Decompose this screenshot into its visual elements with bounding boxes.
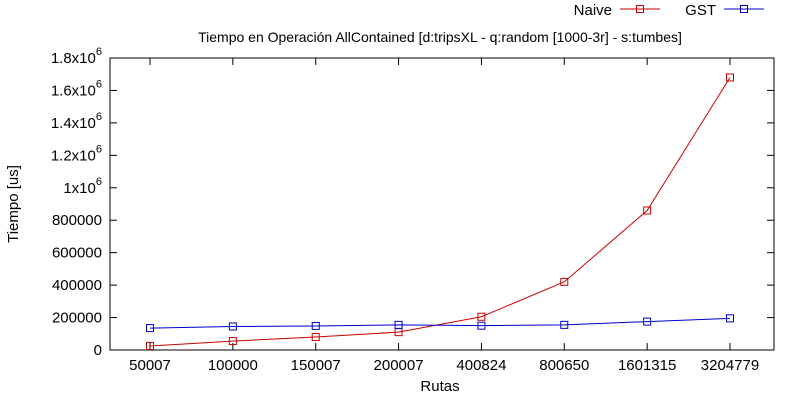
x-tick-label: 800650: [539, 357, 589, 374]
legend-marker: [636, 5, 644, 13]
data-point: [146, 341, 154, 350]
data-point: [726, 73, 734, 82]
legend-label: Naive: [574, 2, 612, 19]
series-gst: [146, 314, 734, 333]
data-point: [726, 314, 734, 323]
y-tick-label-exponent: 6: [96, 111, 102, 123]
data-point: [146, 324, 154, 333]
y-tick-label-base: 1.8x10: [51, 50, 96, 67]
y-tick-label: 0: [94, 342, 102, 359]
data-point: [228, 337, 237, 346]
y-tick-label: 400000: [52, 277, 102, 294]
y-tick-label-base: 1.6x10: [51, 82, 96, 99]
legend: Naive GST: [574, 2, 764, 19]
series-line: [149, 77, 731, 347]
y-axis-label: Tiempo [us]: [5, 165, 22, 243]
y-tick-label-base: 600000: [52, 245, 102, 262]
y-tick-label: 1x106: [63, 176, 102, 197]
data-point: [643, 317, 652, 326]
x-tick-label: 100000: [208, 357, 258, 374]
y-tick-label-base: 800000: [52, 212, 102, 229]
y-tick-label-base: 0: [94, 342, 102, 359]
data-point: [560, 320, 569, 329]
y-tick-label: 800000: [52, 212, 102, 229]
x-axis-label: Rutas: [420, 378, 459, 395]
y-tick-label: 200000: [52, 310, 102, 327]
y-tick-label: 1.2x106: [51, 143, 102, 164]
y-tick-label-base: 1.4x10: [51, 115, 96, 132]
x-tick-label: 150007: [291, 357, 341, 374]
y-tick-label-base: 1.2x10: [51, 147, 96, 164]
series-naive: [146, 73, 734, 350]
x-tick-label: 50007: [129, 357, 171, 374]
y-tick-label-exponent: 6: [96, 46, 102, 58]
legend-label: GST: [685, 2, 716, 19]
legend-marker: [740, 5, 748, 13]
x-tick-label: 3204779: [701, 357, 759, 374]
y-tick-label-exponent: 6: [96, 176, 102, 188]
y-tick-label-base: 200000: [52, 310, 102, 327]
y-axis: 02000004000006000008000001x1061.2x1061.4…: [51, 46, 774, 359]
data-point: [477, 312, 486, 321]
plot-frame: [109, 57, 775, 351]
y-tick-label-exponent: 6: [96, 143, 102, 155]
y-tick-label-base: 1x10: [63, 180, 96, 197]
x-tick-label: 200007: [374, 357, 424, 374]
x-tick-label: 400824: [456, 357, 506, 374]
data-point: [643, 206, 652, 215]
y-tick-label-base: 400000: [52, 277, 102, 294]
series-layer: [146, 73, 734, 350]
data-point: [394, 320, 403, 329]
x-tick-label: 1601315: [618, 357, 676, 374]
chart-title: Tiempo en Operación AllContained [d:trip…: [198, 29, 682, 45]
y-tick-label-exponent: 6: [96, 78, 102, 90]
y-tick-label: 1.8x106: [51, 46, 102, 67]
data-point: [228, 322, 237, 331]
y-tick-label: 1.6x106: [51, 78, 102, 99]
y-tick-label: 1.4x106: [51, 111, 102, 132]
x-axis: 50007 100000 150007 200007 400824 800650 16013…: [129, 58, 759, 374]
y-tick-label: 600000: [52, 245, 102, 262]
data-point: [311, 321, 320, 330]
data-point: [311, 333, 320, 342]
series-line: [149, 317, 731, 329]
data-point: [560, 277, 569, 286]
data-point: [477, 321, 486, 330]
